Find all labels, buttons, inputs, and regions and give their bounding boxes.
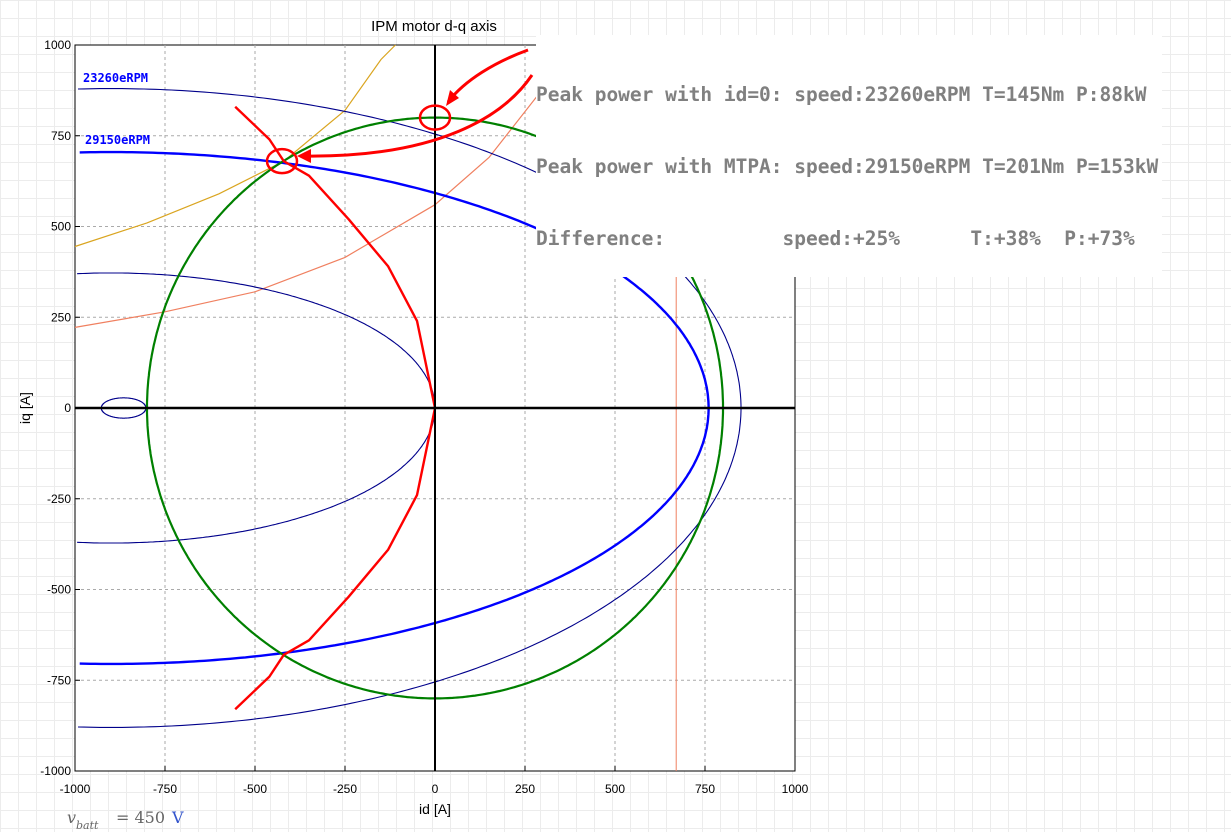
annotation-line-difference: Difference: speed:+25% T:+38% P:+73% <box>536 227 1135 250</box>
callout-arrow-mtpa <box>302 74 534 158</box>
x-tick-label-7: 750 <box>695 782 715 796</box>
vbatt-subscript: batt <box>76 819 99 832</box>
x-tick-label-4: 0 <box>432 782 439 796</box>
x-tick-label-5: 250 <box>515 782 535 796</box>
x-tick-label-2: -500 <box>243 782 267 796</box>
mtpa-curve-lower <box>234 407 437 711</box>
y-tick-label-6: -500 <box>47 583 71 597</box>
x-axis-ticks: -1000 -750 -500 -250 0 250 500 750 1000 <box>60 766 809 796</box>
peak-power-annotation: Peak power with id=0: speed:23260eRPM T=… <box>536 35 1163 277</box>
marker-layer <box>265 104 452 175</box>
speed-label-29150: 29150eRPM <box>85 133 150 147</box>
y-tick-label-4: 0 <box>64 401 71 415</box>
x-tick-label-1: -750 <box>153 782 177 796</box>
mtpa-curve-upper <box>234 105 437 409</box>
y-tick-label-2: 500 <box>51 220 71 234</box>
speed-label-23260: 23260eRPM <box>83 71 148 85</box>
x-axis-label: id [A] <box>419 801 451 817</box>
speed-ellipse-2 <box>77 272 436 544</box>
vbatt-symbol: v <box>67 808 76 827</box>
x-tick-label-6: 500 <box>605 782 625 796</box>
y-tick-label-5: -250 <box>47 492 71 506</box>
x-tick-label-3: -250 <box>333 782 357 796</box>
marker-circle-1 <box>265 147 299 175</box>
torque-curve-1 <box>74 44 587 328</box>
x-tick-label-8: 1000 <box>782 782 809 796</box>
annotation-line-mtpa: Peak power with MTPA: speed:29150eRPM T=… <box>536 155 1159 178</box>
y-axis-ticks: 1000 750 500 250 0 -250 -500 -750 -1000 <box>40 38 80 778</box>
y-tick-label-7: -750 <box>47 673 71 687</box>
annotation-line-id0: Peak power with id=0: speed:23260eRPM T=… <box>536 83 1147 106</box>
y-tick-label-3: 250 <box>51 310 71 324</box>
vbatt-unit: V <box>171 808 184 827</box>
vbatt-value: = 450 <box>116 808 165 827</box>
callout-arrowhead-mtpa <box>297 149 311 163</box>
y-tick-label-0: 1000 <box>44 38 71 52</box>
y-tick-label-8: -1000 <box>40 764 71 778</box>
y-axis-label: iq [A] <box>17 392 33 424</box>
speed-ellipse-1 <box>79 150 710 666</box>
callout-arrowhead-id0 <box>446 90 459 106</box>
marker-circle-0 <box>418 104 452 131</box>
y-tick-label-1: 750 <box>51 129 71 143</box>
vbatt-label: v batt = 450 V <box>67 808 184 832</box>
x-tick-label-0: -1000 <box>60 782 91 796</box>
callout-arrows <box>297 48 534 163</box>
chart-title: IPM motor d-q axis <box>371 18 497 35</box>
